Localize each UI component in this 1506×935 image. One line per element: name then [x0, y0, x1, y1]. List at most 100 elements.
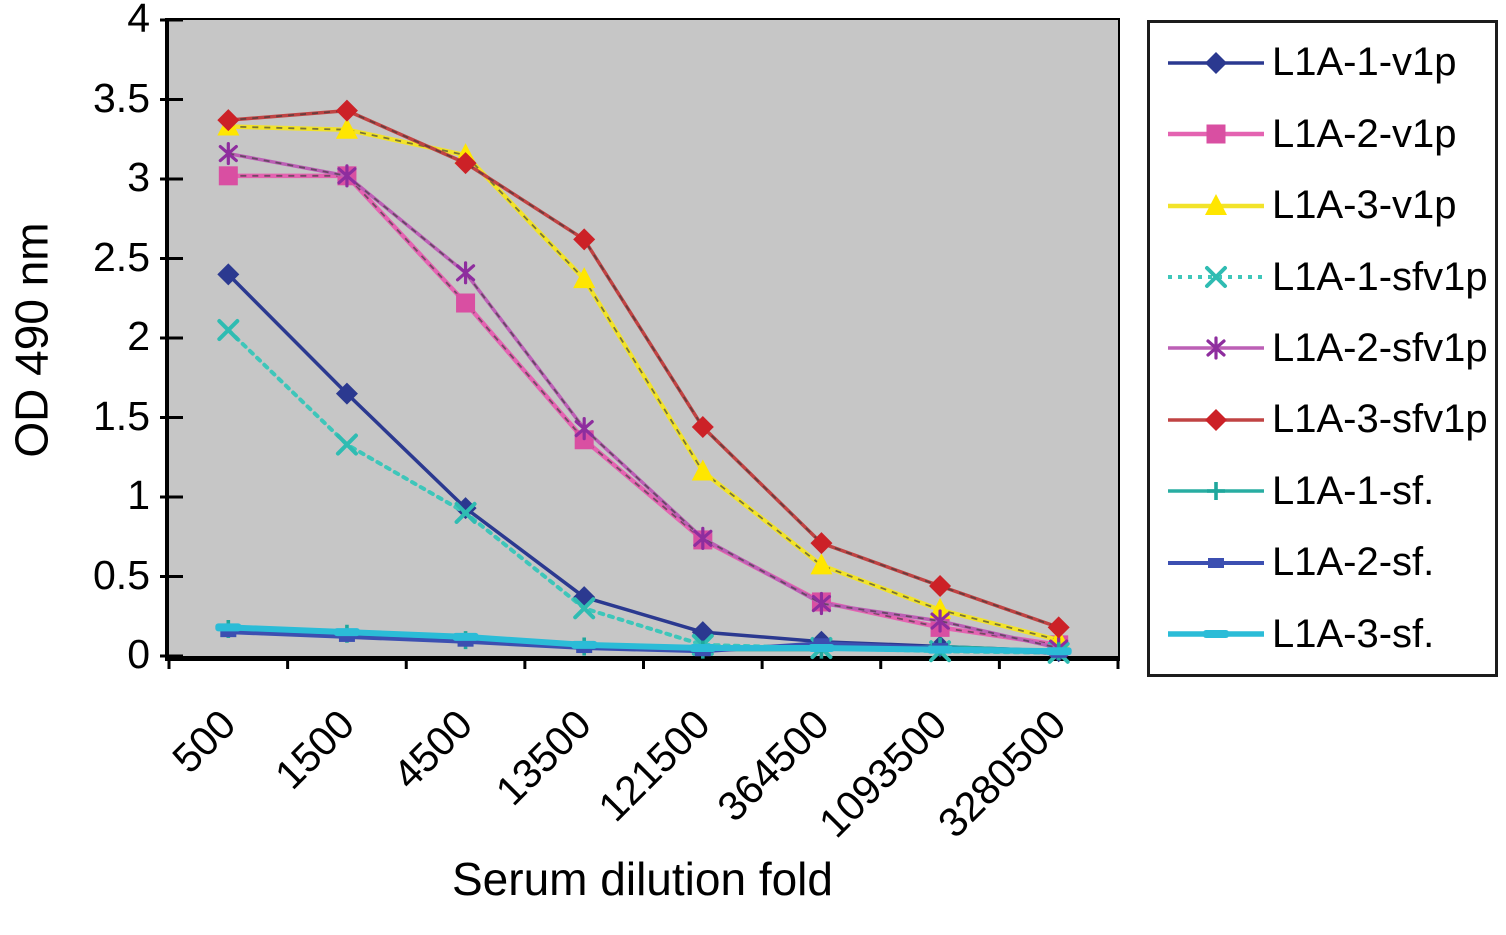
legend-item: L1A-2-v1p	[1164, 112, 1491, 157]
diamond-marker-icon	[335, 382, 358, 405]
legend-label: L1A-1-v1p	[1272, 40, 1457, 85]
vrect-marker-icon	[338, 631, 355, 642]
legend-items: L1A-1-v1p L1A-2-v1p L1A-3-v1p L1A-1-sfv1p L1…	[1164, 27, 1491, 670]
series-line	[226, 124, 1061, 643]
legend-item: L1A-2-sfv1p	[1164, 326, 1491, 371]
legend-item: L1A-1-sf.	[1164, 469, 1491, 514]
series-L1A-3-v1p	[217, 114, 1070, 650]
hdash-marker-icon	[808, 644, 835, 653]
legend: L1A-1-v1p L1A-2-v1p L1A-3-v1p L1A-1-sfv1p L1…	[1147, 20, 1498, 677]
legend-label: L1A-3-v1p	[1272, 183, 1457, 228]
legend-label: L1A-1-sfv1p	[1272, 254, 1488, 299]
series-line	[225, 624, 1062, 655]
hdash-marker-icon	[689, 644, 716, 653]
series-line	[226, 173, 1061, 648]
diamond-marker-icon	[454, 152, 477, 175]
diamond-marker-icon	[929, 575, 952, 598]
triangle-marker-icon	[691, 459, 714, 481]
vrect-marker-icon	[813, 638, 830, 649]
series-line	[226, 108, 1061, 630]
diamond-marker-icon	[810, 532, 833, 555]
legend-marker-hdash	[1168, 630, 1264, 639]
hdash-marker-icon	[571, 640, 598, 649]
chart-canvas	[160, 18, 1120, 669]
hdash-marker-icon	[1045, 647, 1072, 656]
legend-marker-x	[1168, 266, 1264, 289]
x-marker-icon	[217, 319, 240, 342]
legend-label: L1A-2-sf.	[1272, 540, 1435, 585]
square-marker-icon	[218, 166, 238, 186]
y-tick-label: 1.5	[93, 392, 150, 439]
y-tick-label: 0	[127, 631, 150, 677]
triangle-marker-icon	[1205, 193, 1227, 215]
legend-marker-plus	[1168, 482, 1264, 501]
diamond-marker-icon	[1205, 51, 1227, 74]
vrect-marker-icon	[457, 636, 474, 647]
legend-item: L1A-3-v1p	[1164, 183, 1491, 228]
y-tick-label: 2	[127, 313, 150, 359]
y-axis-tick-marks	[160, 18, 183, 658]
hdash-marker-icon	[1203, 630, 1229, 639]
asterisk-marker-icon	[574, 417, 594, 441]
diamond-marker-icon	[335, 99, 358, 122]
legend-marker-diamond	[1168, 408, 1264, 431]
legend-label: L1A-3-sfv1p	[1272, 397, 1488, 442]
vrect-marker-icon	[220, 627, 237, 638]
x-axis-tick-marks	[167, 656, 1120, 669]
diamond-marker-icon	[691, 416, 714, 439]
y-tick-label: 4	[127, 0, 150, 41]
hdash-marker-icon	[452, 632, 479, 641]
legend-marker-asterisk	[1168, 336, 1264, 361]
hdash-marker-icon	[927, 645, 954, 654]
y-tick-label: 3	[127, 154, 150, 200]
series-L1A-3-sf.	[215, 623, 1072, 656]
diamond-marker-icon	[217, 109, 240, 132]
diamond-marker-icon	[573, 228, 596, 251]
triangle-marker-icon	[810, 553, 833, 575]
triangle-marker-icon	[573, 267, 596, 289]
y-tick-label: 0.5	[93, 551, 150, 598]
asterisk-marker-icon	[337, 164, 357, 188]
legend-item: L1A-1-sfv1p	[1164, 255, 1491, 300]
x-axis-title: Serum dilution fold	[452, 853, 833, 905]
hdash-marker-icon	[215, 623, 242, 632]
legend-marker-diamond	[1168, 51, 1264, 74]
asterisk-marker-icon	[930, 609, 950, 633]
asterisk-marker-icon	[1206, 336, 1226, 361]
y-tick-label: 2.5	[93, 233, 150, 280]
hdash-marker-icon	[333, 628, 360, 637]
triangle-marker-icon	[335, 117, 358, 139]
legend-item: L1A-1-v1p	[1164, 40, 1491, 85]
legend-label: L1A-1-sf.	[1272, 468, 1435, 513]
legend-marker-vrect	[1168, 557, 1264, 568]
x-marker-icon	[573, 597, 596, 620]
legend-item: L1A-3-sfv1p	[1164, 397, 1491, 442]
series-line-pattern	[228, 109, 1059, 629]
x-marker-icon	[454, 501, 477, 524]
y-tick-label: 3.5	[93, 74, 150, 121]
asterisk-marker-icon	[218, 141, 238, 166]
legend-marker-square	[1168, 124, 1264, 144]
vrect-marker-icon	[1208, 557, 1224, 568]
diamond-marker-icon	[1205, 408, 1227, 431]
asterisk-marker-icon	[811, 591, 832, 616]
series-line-pattern	[228, 125, 1059, 641]
x-marker-icon	[1205, 266, 1227, 289]
diamond-marker-icon	[454, 497, 477, 520]
legend-label: L1A-2-sfv1p	[1272, 325, 1488, 370]
diamond-marker-icon	[1047, 616, 1070, 639]
legend-label: L1A-3-sf.	[1272, 611, 1435, 656]
series-line-pattern	[228, 174, 1059, 646]
series-L1A-3-sfv1p	[217, 99, 1070, 639]
y-tick-label: 1	[127, 472, 150, 518]
plot-area	[160, 18, 1120, 669]
square-marker-icon	[1206, 124, 1226, 144]
plus-marker-icon	[1207, 482, 1225, 501]
legend-marker-triangle	[1168, 193, 1264, 215]
diamond-marker-icon	[217, 263, 240, 286]
asterisk-marker-icon	[455, 261, 476, 285]
legend-label: L1A-2-v1p	[1272, 111, 1457, 156]
legend-item: L1A-3-sf.	[1164, 612, 1491, 657]
triangle-marker-icon	[929, 597, 952, 619]
